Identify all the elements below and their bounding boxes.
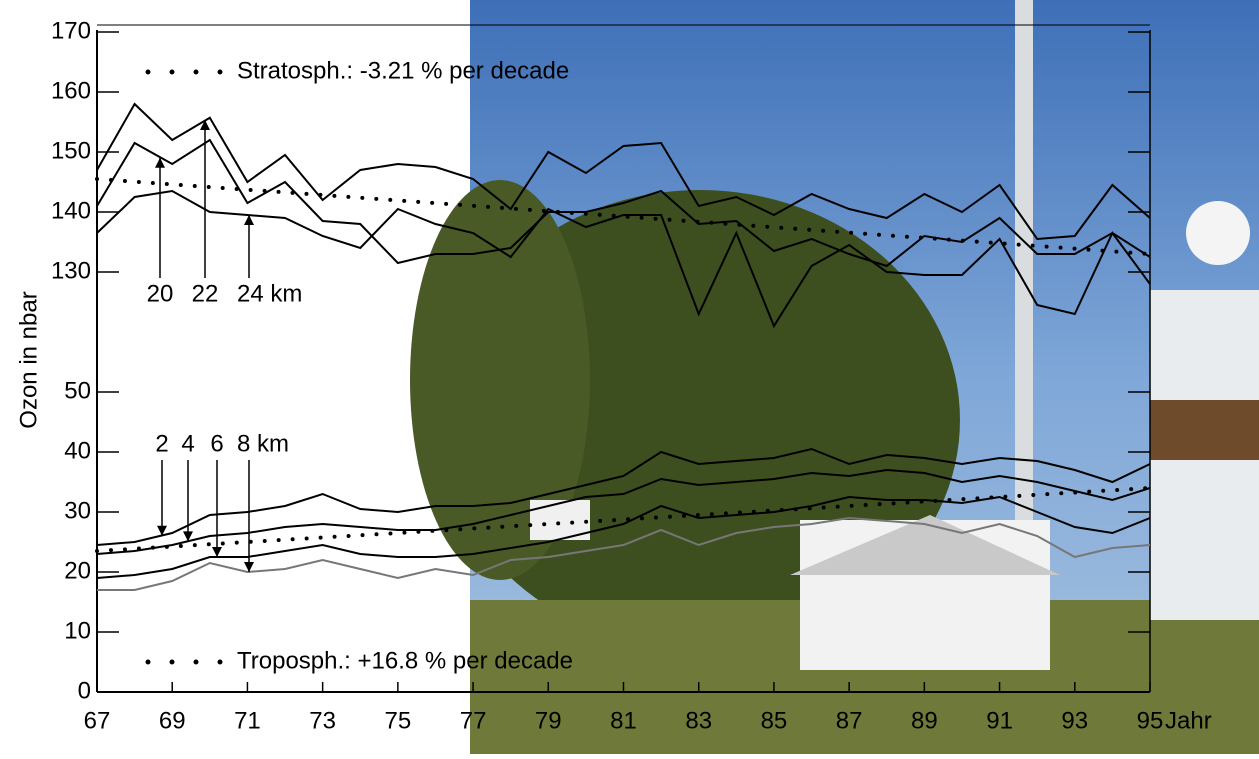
y-tick-label: 130 <box>51 257 91 284</box>
data-line <box>96 447 1151 546</box>
series-annotation: 22 <box>192 280 219 307</box>
x-tick-label: 95 <box>1137 707 1164 734</box>
x-tick-label: 69 <box>159 707 186 734</box>
x-axis-label: Jahr <box>1165 707 1212 734</box>
series-annotation: 20 <box>147 280 174 307</box>
x-tick-label: 83 <box>685 707 712 734</box>
y-tick-label: 20 <box>64 557 91 584</box>
x-tick-label: 85 <box>761 707 788 734</box>
x-tick-label: 91 <box>986 707 1013 734</box>
data-line <box>96 189 1151 329</box>
arrow-head <box>155 157 165 168</box>
x-tick-label: 79 <box>535 707 562 734</box>
y-axis-label: Ozon in nbar <box>15 291 42 428</box>
data-line <box>96 468 1151 555</box>
x-tick-label: 67 <box>84 707 111 734</box>
arrow-head <box>200 120 210 131</box>
series-annotation: 4 <box>181 430 194 457</box>
series-annotation: 2 <box>155 430 168 457</box>
x-tick-label: 87 <box>836 707 863 734</box>
series-annotation: 6 <box>210 430 223 457</box>
arrow-head <box>244 562 254 572</box>
x-tick-label: 73 <box>309 707 336 734</box>
y-tick-label: 140 <box>51 197 91 224</box>
y-tick-label: 40 <box>64 437 91 464</box>
x-tick-label: 89 <box>911 707 938 734</box>
x-tick-label: 75 <box>385 707 412 734</box>
arrow-head <box>244 215 254 225</box>
data-line <box>96 138 1151 268</box>
x-tick-label: 93 <box>1061 707 1088 734</box>
legend-label: Troposph.: +16.8 % per decade <box>237 647 573 674</box>
y-tick-label: 50 <box>64 377 91 404</box>
data-line <box>97 516 1151 591</box>
x-tick-label: 81 <box>610 707 637 734</box>
y-tick-label: 0 <box>78 677 91 704</box>
x-tick-label: 77 <box>460 707 487 734</box>
legend-label: Stratosph.: -3.21 % per decade <box>237 57 569 84</box>
y-tick-label: 160 <box>51 77 91 104</box>
data-line <box>96 495 1151 579</box>
y-tick-label: 10 <box>64 617 91 644</box>
series-annotation: 24 km <box>237 280 302 307</box>
photo-background <box>410 0 1259 754</box>
arrow-head <box>183 531 193 542</box>
series-annotation: 8 km <box>237 430 289 457</box>
y-tick-label: 170 <box>51 17 91 44</box>
arrow-head <box>157 525 167 536</box>
y-tick-label: 150 <box>51 137 91 164</box>
data-line <box>96 102 1151 241</box>
arrow-head <box>212 547 222 557</box>
x-tick-label: 71 <box>234 707 261 734</box>
y-tick-label: 30 <box>64 497 91 524</box>
